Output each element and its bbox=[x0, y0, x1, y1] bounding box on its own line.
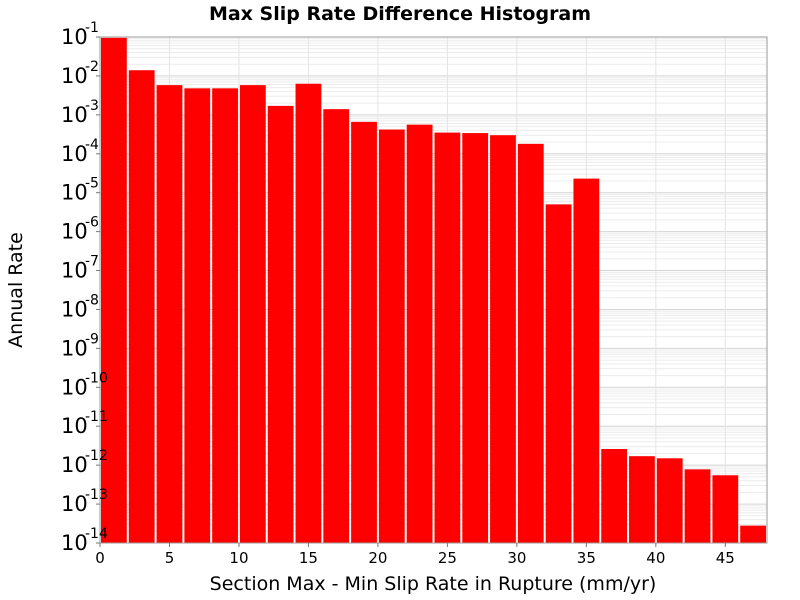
y-tick-exponent: -2 bbox=[85, 59, 99, 75]
histogram-bar bbox=[629, 456, 655, 543]
y-tick-label: 10 bbox=[61, 375, 88, 399]
histogram-bar bbox=[434, 132, 461, 544]
x-tick-label: 20 bbox=[368, 549, 387, 567]
histogram-bar bbox=[101, 37, 127, 543]
histogram-bar bbox=[601, 449, 628, 543]
histogram-bar bbox=[378, 129, 405, 544]
y-tick-label: 10 bbox=[61, 531, 88, 555]
histogram-bar bbox=[545, 204, 572, 544]
y-tick-exponent: -3 bbox=[85, 98, 99, 114]
y-tick-label: 10 bbox=[61, 25, 88, 49]
histogram-bar bbox=[212, 88, 238, 544]
histogram-bar bbox=[156, 85, 183, 543]
histogram-bar bbox=[406, 124, 433, 543]
x-tick-label: 25 bbox=[438, 549, 457, 567]
y-tick-label: 10 bbox=[61, 64, 88, 88]
x-tick-label: 45 bbox=[716, 549, 735, 567]
y-tick-label: 10 bbox=[61, 297, 88, 321]
histogram-bar bbox=[517, 143, 544, 543]
x-tick-label: 5 bbox=[165, 549, 175, 567]
histogram-bar bbox=[323, 109, 350, 544]
histogram-bar bbox=[656, 458, 683, 543]
x-tick-label: 30 bbox=[507, 549, 526, 567]
x-tick-label: 10 bbox=[229, 549, 248, 567]
x-tick-label: 15 bbox=[299, 549, 318, 567]
y-tick-exponent: -13 bbox=[85, 487, 108, 503]
y-axis-ticks: 10-110-210-310-410-510-610-710-810-910-1… bbox=[61, 20, 108, 555]
histogram-bar bbox=[490, 135, 516, 544]
histogram-bar bbox=[462, 133, 489, 543]
histogram-bar bbox=[267, 105, 294, 543]
x-tick-label: 0 bbox=[95, 549, 105, 567]
y-tick-exponent: -10 bbox=[85, 370, 108, 386]
histogram-bar bbox=[184, 88, 211, 544]
histogram-bar bbox=[351, 121, 377, 543]
x-tick-label: 40 bbox=[646, 549, 665, 567]
y-tick-label: 10 bbox=[61, 492, 88, 516]
histogram-bar bbox=[684, 469, 711, 543]
x-axis-label: Section Max - Min Slip Rate in Rupture (… bbox=[210, 573, 657, 595]
y-tick-label: 10 bbox=[61, 414, 88, 438]
y-tick-label: 10 bbox=[61, 142, 88, 166]
y-tick-exponent: -6 bbox=[85, 215, 99, 231]
y-tick-label: 10 bbox=[61, 259, 88, 283]
x-axis-ticks: 0 5 10 15 20 25 30 35 40 45 bbox=[95, 543, 735, 567]
y-tick-label: 10 bbox=[61, 103, 88, 127]
histogram-bar bbox=[239, 85, 266, 543]
y-tick-exponent: -9 bbox=[85, 331, 99, 347]
y-tick-exponent: -4 bbox=[85, 137, 99, 153]
y-tick-exponent: -5 bbox=[85, 176, 99, 192]
histogram-bar bbox=[295, 83, 322, 543]
histogram-bar bbox=[712, 475, 739, 543]
chart-title: Max Slip Rate Difference Histogram bbox=[209, 3, 591, 25]
histogram-bar bbox=[573, 178, 600, 544]
histogram-bars bbox=[101, 37, 766, 544]
y-tick-label: 10 bbox=[61, 453, 88, 477]
y-tick-exponent: -12 bbox=[85, 448, 108, 464]
histogram-bar bbox=[128, 70, 155, 543]
y-tick-label: 10 bbox=[61, 336, 88, 360]
y-tick-exponent: -7 bbox=[85, 254, 99, 270]
plot-area bbox=[99, 36, 768, 544]
x-tick-label: 35 bbox=[577, 549, 596, 567]
y-tick-label: 10 bbox=[61, 181, 88, 205]
y-tick-exponent: -11 bbox=[85, 409, 108, 425]
plot-border bbox=[99, 36, 768, 544]
y-tick-exponent: -1 bbox=[85, 20, 99, 36]
y-tick-label: 10 bbox=[61, 220, 88, 244]
y-tick-exponent: -14 bbox=[85, 526, 108, 542]
histogram-bar bbox=[740, 525, 766, 543]
y-tick-exponent: -8 bbox=[85, 292, 99, 308]
y-axis-label: Annual Rate bbox=[5, 232, 27, 348]
